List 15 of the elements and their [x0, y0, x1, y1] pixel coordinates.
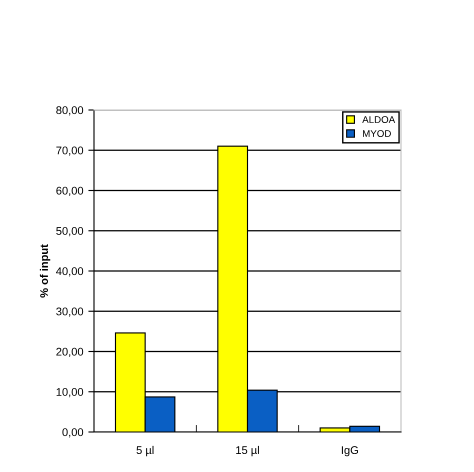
y-tick-label: 10,00 [56, 388, 84, 398]
y-tick-label: 20,00 [56, 348, 84, 357]
y-axis-title: % of input [40, 244, 50, 298]
legend-label: MYOD [363, 130, 391, 137]
y-tick-label: 0,00 [62, 428, 84, 438]
y-tick-label: 80,00 [56, 106, 84, 116]
x-tick-label: IgG [342, 446, 358, 456]
y-tick-label: 70,00 [56, 146, 84, 156]
y-tick-label: 50,00 [56, 227, 84, 236]
x-tick-label: 15 µl [236, 446, 259, 456]
y-tick-label: 60,00 [56, 186, 84, 196]
legend-label: ALDOA [362, 116, 396, 124]
y-tick-label: 40,00 [56, 267, 84, 276]
x-tick-label: 5 µl [136, 446, 154, 456]
y-tick-label: 30,00 [56, 308, 84, 317]
